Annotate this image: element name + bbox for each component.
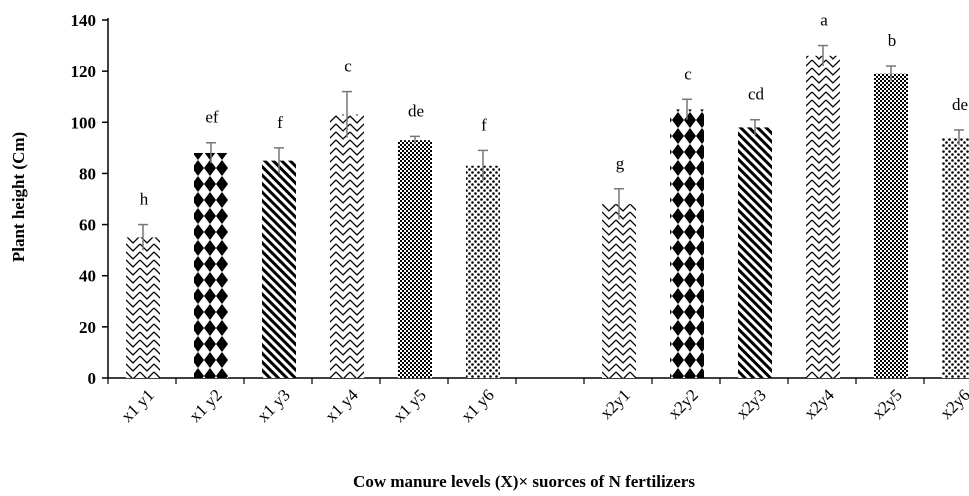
bar-group: de x1 y5 (389, 101, 432, 426)
x-axis (107, 377, 969, 384)
x-tick-label: x1 y6 (457, 385, 497, 425)
bar-group: c x2y2 (664, 64, 704, 423)
bar (942, 137, 969, 378)
y-tick-label: 80 (79, 164, 96, 183)
significance-letter: f (481, 115, 487, 134)
significance-letter: c (684, 64, 692, 83)
bar (466, 165, 500, 378)
bar-group: cd x2y3 (732, 85, 772, 423)
bar (126, 237, 160, 378)
x-tick-label: x2y2 (664, 385, 701, 422)
y-tick-label: 20 (79, 318, 96, 337)
x-tick-label: x1 y5 (389, 385, 429, 425)
bar-group: b x2y5 (868, 31, 908, 423)
x-tick-label: x1 y1 (117, 385, 157, 425)
bar (670, 109, 704, 378)
y-tick-label: 140 (71, 11, 97, 30)
x-axis-title: Cow manure levels (X)× suorces of N fert… (353, 472, 695, 491)
significance-letter: a (820, 11, 828, 30)
x-tick-label: x1 y3 (253, 385, 293, 425)
significance-letter: b (888, 31, 897, 50)
significance-letter: c (344, 57, 352, 76)
bar (398, 140, 432, 378)
bar (330, 114, 364, 378)
significance-letter: h (140, 190, 149, 209)
bars-layer: h x1 y1 ef x1 y2 f x1 y3 c x1 y4 de x1 y5 f x1 y6 g x… (117, 11, 969, 426)
bar-group: h x1 y1 (117, 190, 160, 426)
x-tick-label: x2y4 (800, 385, 838, 423)
significance-letter: f (277, 113, 283, 132)
bar (874, 73, 908, 378)
x-tick-label: x1 y2 (185, 385, 225, 425)
bar-group: de x2y6 (936, 95, 969, 423)
bar-group: g x2y1 (596, 154, 636, 423)
significance-letter: de (952, 95, 968, 114)
x-tick-label: x2y5 (868, 385, 905, 422)
y-tick-label: 100 (71, 113, 97, 132)
bar-group: a x2y4 (800, 11, 840, 423)
y-axis-title: Plant height (Cm) (9, 132, 28, 262)
y-tick-label: 60 (79, 216, 96, 235)
bar (262, 160, 296, 378)
significance-letter: de (408, 101, 424, 120)
y-axis: 0 20 40 60 80 100 120 140 (71, 11, 109, 388)
significance-letter: cd (748, 85, 765, 104)
x-tick-label: x2y3 (732, 385, 769, 422)
bar (194, 152, 228, 378)
significance-letter: ef (205, 108, 219, 127)
y-tick-label: 0 (88, 369, 97, 388)
bar (806, 55, 840, 379)
bar (738, 127, 772, 379)
y-tick-label: 40 (79, 267, 96, 286)
x-tick-label: x1 y4 (321, 385, 362, 426)
x-tick-label: x2y6 (936, 385, 969, 422)
x-tick-label: x2y1 (596, 385, 633, 422)
bar-group: f x1 y6 (457, 115, 500, 426)
bar (602, 204, 636, 378)
y-tick-label: 120 (71, 62, 97, 81)
bar-group: f x1 y3 (253, 113, 296, 426)
significance-letter: g (616, 154, 625, 173)
bar-group: c x1 y4 (321, 57, 364, 426)
